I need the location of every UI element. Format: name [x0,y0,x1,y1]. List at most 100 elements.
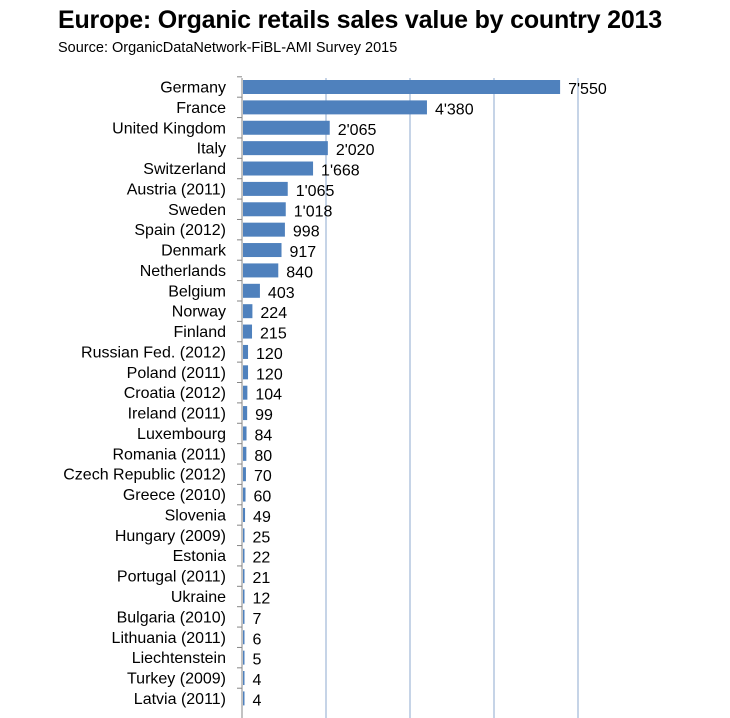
data-label: 60 [254,489,272,506]
data-label: 2'020 [336,142,375,159]
data-label: 4 [253,692,262,709]
category-label: Slovenia [165,507,226,524]
category-label: Portugal (2011) [117,569,226,586]
bar [243,609,245,624]
bar [243,344,249,359]
gridlines [325,78,579,718]
category-label: Switzerland [143,161,226,178]
data-label: 25 [253,529,271,546]
category-label: Latvia (2011) [134,691,226,708]
bar [243,446,247,461]
data-label: 22 [253,550,271,567]
category-label: Luxembourg [137,426,226,443]
category-label: Spain (2012) [134,222,226,239]
category-label: Netherlands [140,263,226,280]
data-label: 7 [253,611,262,628]
bar [243,487,246,502]
category-label: Czech Republic (2012) [63,467,226,484]
bar [243,507,246,522]
data-label: 403 [268,285,295,302]
data-label: 49 [253,509,271,526]
bar [243,385,248,400]
chart-subtitle: Source: OrganicDataNetwork-FiBL-AMI Surv… [58,40,398,56]
bar [243,141,328,156]
data-label: 998 [293,224,320,241]
bar [243,100,427,115]
bar [243,222,285,237]
category-label: Turkey (2009) [127,671,226,688]
data-label: 224 [260,305,287,322]
data-label: 80 [254,448,272,465]
category-label: Sweden [168,202,226,219]
labels: Germany 7'550 France 4'380 United Kingdom 2'0… [63,80,607,710]
data-label: 840 [286,264,313,281]
category-label: Greece (2010) [123,487,226,504]
bar [243,671,245,686]
data-label: 1'668 [321,163,360,180]
category-label: Italy [197,141,226,158]
bar [243,589,245,604]
bar [243,426,247,441]
bar [243,569,245,584]
data-label: 120 [256,366,283,383]
category-label: Denmark [161,243,227,260]
data-label: 4 [253,672,262,689]
bar [243,630,245,645]
bar [243,324,253,339]
category-label: Liechtenstein [132,650,226,667]
category-label: Ukraine [171,589,226,606]
data-label: 1'018 [294,203,333,220]
data-label: 215 [260,326,287,343]
data-label: 12 [253,591,271,608]
bar [243,161,314,176]
category-label: Belgium [168,283,226,300]
category-label: Hungary (2009) [115,528,226,545]
category-label: Estonia [173,548,226,565]
category-label: Austria (2011) [127,181,226,198]
data-label: 2'065 [338,122,377,139]
category-label: Germany [160,80,226,97]
bar [243,243,282,258]
category-label: Ireland (2011) [128,406,226,423]
data-label: 5 [253,652,262,669]
data-label: 1'065 [296,183,335,200]
data-label: 84 [255,427,273,444]
bar [243,304,253,319]
bar [243,120,330,135]
category-label: Poland (2011) [127,365,226,382]
bar [243,691,245,706]
data-label: 4'380 [435,101,474,118]
data-label: 70 [254,468,272,485]
bar [243,263,279,278]
category-label: Bulgaria (2010) [117,609,226,626]
data-label: 120 [256,346,283,363]
bar [243,283,260,298]
bar [243,650,245,665]
data-label: 104 [255,387,282,404]
category-axis [237,76,243,718]
data-label: 917 [290,244,317,261]
data-label: 21 [253,570,271,587]
category-label: Lithuania (2011) [112,630,226,647]
data-label: 99 [255,407,273,424]
bar [243,365,249,380]
category-label: Finland [174,324,226,341]
data-label: 7'550 [568,81,607,98]
bar [243,80,561,94]
bar [243,467,246,482]
bar [243,181,288,196]
category-label: United Kingdom [112,120,226,137]
category-label: Romania (2011) [112,446,226,463]
chart-title: Europe: Organic retails sales value by c… [58,6,662,34]
bar [243,202,286,217]
category-label: Croatia (2012) [124,385,226,402]
category-label: Russian Fed. (2012) [81,344,226,361]
bar [243,548,245,563]
data-label: 6 [253,631,262,648]
category-label: France [176,100,226,117]
bars [243,80,561,706]
category-label: Norway [172,304,226,321]
bar [243,528,245,543]
bar [243,406,248,421]
